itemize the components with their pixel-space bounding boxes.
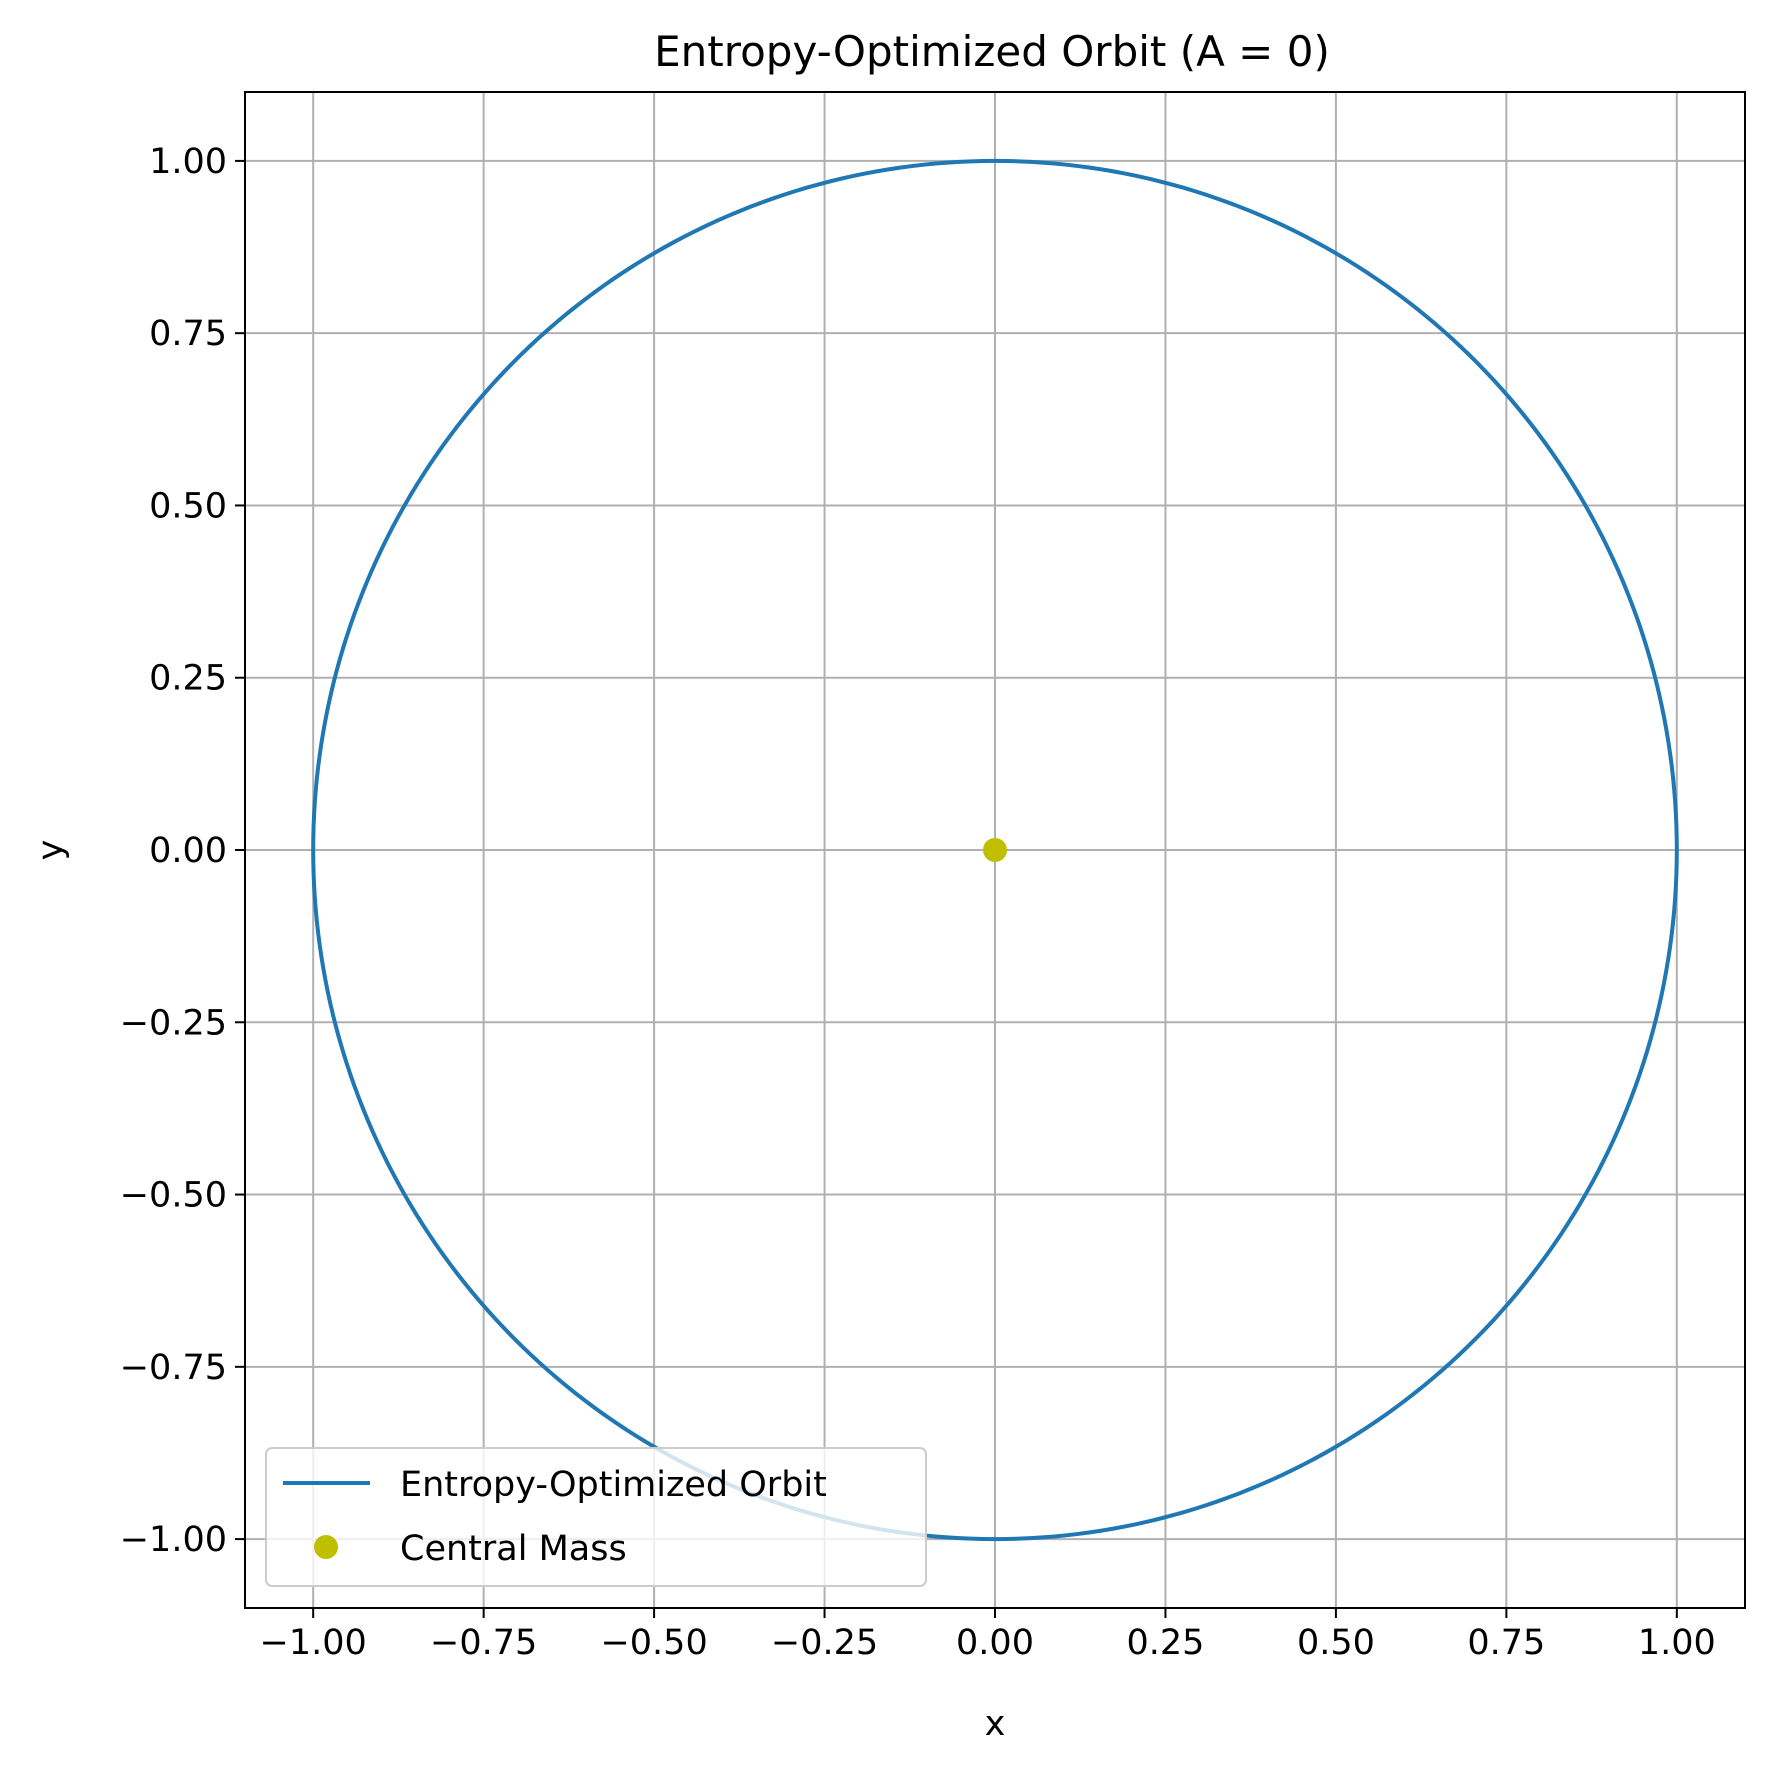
legend-central-mass-label: Central Mass [400,1529,627,1569]
y-tick-label-8: 1.00 [149,142,227,182]
x-tick-label-8: 1.00 [1638,1623,1716,1663]
series-layer [311,158,1679,1542]
x-tick-label-1: −0.75 [430,1623,537,1663]
y-tick-label-6: 0.50 [149,486,227,526]
y-axis-title: y [31,840,71,861]
y-tick-label-4: 0.00 [149,831,227,871]
central-mass-point [983,838,1007,862]
grid [245,92,1745,1608]
y-tick-label-1: −0.75 [120,1348,227,1388]
x-tick-label-4: 0.00 [956,1623,1034,1663]
x-tick-label-7: 0.75 [1467,1623,1545,1663]
y-tick-label-7: 0.75 [149,314,227,354]
legend-central-mass-swatch [314,1535,338,1559]
y-tick-label-3: −0.25 [120,1003,227,1043]
x-tick-label-3: −0.25 [771,1623,878,1663]
y-tick-label-0: −1.00 [120,1520,227,1560]
x-tick-label-6: 0.50 [1297,1623,1375,1663]
chart-title: Entropy-Optimized Orbit (A = 0) [654,27,1330,76]
legend: Entropy-Optimized Orbit Central Mass [265,1447,927,1587]
y-tick-label-2: −0.50 [120,1176,227,1216]
legend-box [265,1447,927,1587]
x-tick-label-0: −1.00 [260,1623,367,1663]
x-tick-label-2: −0.50 [600,1623,707,1663]
x-axis-ticks: −1.00 −0.75 −0.50 −0.25 0.00 0.25 0.50 0.75 1.00 [260,1608,1716,1663]
legend-orbit-label: Entropy-Optimized Orbit [400,1465,827,1505]
orbit-line [311,158,1679,1542]
x-axis-title: x [985,1704,1006,1744]
x-tick-label-5: 0.25 [1126,1623,1204,1663]
y-tick-label-5: 0.25 [149,659,227,699]
y-axis-ticks: −1.00 −0.75 −0.50 −0.25 0.00 0.25 0.50 0.75 1.00 [120,142,245,1560]
